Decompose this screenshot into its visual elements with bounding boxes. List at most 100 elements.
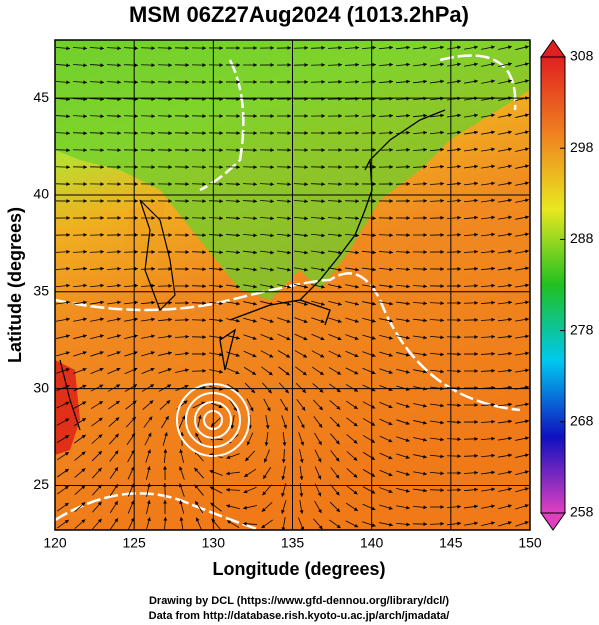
streamline-arrow [66, 283, 70, 288]
streamline-arrow [219, 250, 223, 255]
streamline-arrow [266, 407, 271, 412]
streamline-arrow [166, 400, 171, 405]
streamline-arrow [491, 215, 495, 220]
streamline-arrow [440, 420, 444, 425]
streamline-arrow [491, 453, 495, 458]
streamline-arrow [405, 438, 410, 442]
streamline-arrow [389, 113, 393, 118]
streamline-arrow [457, 130, 461, 135]
streamline-arrow [83, 46, 87, 51]
streamline-arrow [355, 165, 359, 169]
streamline-arrow [99, 367, 104, 372]
streamline-arrow [253, 284, 257, 289]
streamline-arrow [65, 368, 70, 372]
streamline-arrow [283, 424, 287, 429]
streamline-arrow [201, 401, 206, 406]
streamline-arrow [285, 371, 290, 376]
streamline-arrow [116, 384, 121, 388]
streamline-arrow [64, 485, 69, 490]
streamline-arrow [81, 468, 86, 473]
streamline-arrow [474, 249, 478, 254]
streamline-arrow [355, 182, 359, 186]
streamline-arrow [440, 62, 444, 67]
streamline-arrow [440, 352, 444, 357]
streamline-arrow [524, 453, 529, 458]
streamline-arrow [474, 487, 478, 492]
streamline-arrow [202, 182, 206, 187]
streamline-arrow [474, 521, 478, 526]
streamline-arrow [100, 131, 104, 136]
streamline-arrow [491, 113, 495, 118]
x-tick-label: 120 [43, 535, 67, 551]
streamline-arrow [337, 336, 342, 341]
streamline-arrow [168, 182, 172, 186]
streamline-arrow [83, 283, 87, 288]
colorbar-tick-label: 268 [570, 413, 594, 429]
streamline-arrow [524, 130, 529, 135]
streamline-arrow [354, 353, 359, 358]
streamline-arrow [202, 63, 206, 67]
streamline-arrow [253, 165, 257, 170]
streamline-arrow [185, 199, 189, 204]
streamline-arrow [457, 454, 461, 459]
streamline-arrow [81, 434, 86, 439]
streamline-arrow [244, 473, 249, 477]
streamline-arrow [372, 250, 376, 255]
streamline-arrow [406, 130, 410, 135]
streamline-arrow [168, 267, 172, 271]
streamline-arrow [303, 336, 308, 341]
streamline-arrow [185, 165, 189, 170]
streamline-arrow [318, 406, 323, 411]
streamline-arrow [66, 80, 70, 85]
streamline-arrow [389, 216, 393, 221]
streamline-arrow [508, 368, 512, 373]
streamline-arrow [389, 267, 393, 272]
streamline-arrow [321, 250, 325, 255]
streamline-arrow [219, 182, 223, 187]
streamline-arrow [353, 422, 358, 427]
streamline-arrow [320, 319, 325, 323]
streamline-arrow [185, 182, 189, 187]
streamline-arrow [100, 46, 104, 51]
streamline-arrow [338, 199, 342, 204]
streamline-arrow [236, 46, 240, 50]
streamline-arrow [372, 301, 376, 306]
streamline-arrow [66, 199, 70, 203]
streamline-arrow [179, 466, 183, 471]
streamline-arrow [338, 148, 342, 152]
streamline-arrow [338, 45, 342, 50]
streamline-arrow [457, 232, 461, 237]
streamline-arrow [457, 318, 461, 322]
streamline-arrow [440, 147, 444, 152]
streamline-arrow [219, 369, 223, 374]
streamline-arrow [423, 62, 427, 67]
streamline-arrow [440, 181, 444, 186]
streamline-arrow [66, 131, 70, 136]
streamline-arrow [219, 63, 223, 67]
streamline-arrow [525, 334, 529, 339]
streamline-arrow [100, 232, 104, 237]
streamline-arrow [457, 45, 461, 50]
streamline-arrow [130, 500, 135, 505]
streamline-arrow [423, 147, 427, 152]
streamline-arrow [117, 216, 121, 220]
x-tick-label: 135 [281, 535, 305, 551]
streamline-arrow [388, 438, 393, 443]
colorbar-tick-label: 258 [570, 504, 594, 520]
streamline-arrow [253, 114, 257, 118]
streamline-arrow [354, 336, 359, 340]
streamline-arrow [338, 165, 342, 169]
colorbar-tick-label: 308 [570, 48, 594, 64]
streamline-arrow [299, 510, 304, 514]
streamline-arrow [389, 62, 393, 67]
streamline-arrow [474, 335, 478, 339]
streamline-arrow [440, 335, 444, 340]
streamline-arrow [151, 114, 155, 119]
x-tick-label: 140 [360, 535, 384, 551]
streamline-arrow [130, 517, 135, 522]
streamline-arrow [150, 384, 155, 388]
streamline-arrow [525, 402, 529, 407]
streamline-arrow [268, 371, 273, 376]
streamline-arrow [151, 266, 155, 271]
streamline-arrow [406, 284, 410, 289]
